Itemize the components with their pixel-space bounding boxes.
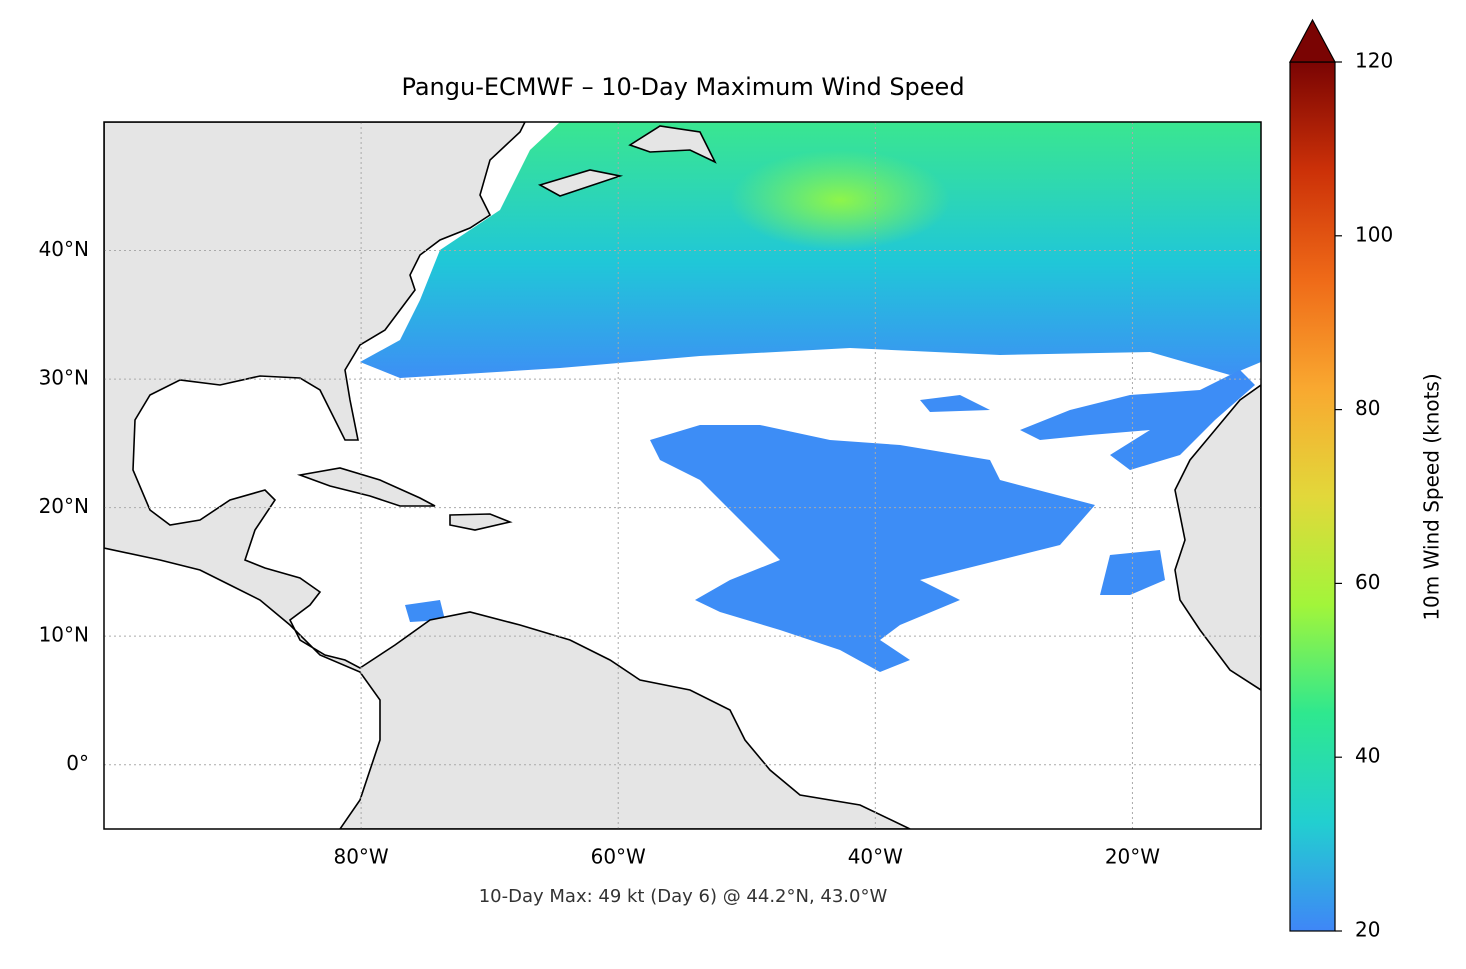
colorbar-tick-label: 100	[1355, 222, 1393, 246]
colorbar-tick-label: 80	[1355, 396, 1380, 420]
x-tick-label: 40°W	[848, 845, 903, 869]
wind-patch	[920, 395, 990, 412]
colorbar-label: 10m Wind Speed (knots)	[1420, 373, 1444, 620]
map-frame	[103, 121, 1262, 830]
wind-field-south	[650, 425, 1095, 672]
y-tick-label: 10°N	[39, 623, 89, 647]
x-tick-label: 80°W	[333, 845, 388, 869]
land-newfoundland	[628, 125, 717, 164]
wind-patch	[405, 600, 445, 622]
x-tick-label: 20°W	[1105, 845, 1160, 869]
wind-patch	[1020, 370, 1255, 470]
y-tick-label: 40°N	[39, 237, 89, 261]
land-africa	[1174, 384, 1261, 691]
wind-max-area	[730, 150, 950, 250]
y-tick-label: 20°N	[39, 494, 89, 518]
land-hispaniola	[449, 513, 513, 531]
colorbar	[1289, 61, 1336, 932]
annotation: 10-Day Max: 49 kt (Day 6) @ 44.2°N, 43.0…	[479, 886, 888, 907]
x-tick-label: 60°W	[591, 845, 646, 869]
land-nova-scotia	[537, 169, 624, 197]
land-cuba	[296, 467, 436, 507]
colorbar-tick-label: 40	[1355, 744, 1380, 768]
land-americas	[104, 122, 911, 829]
map-area	[104, 122, 1261, 829]
y-tick-label: 30°N	[39, 366, 89, 390]
colorbar-tick-label: 60	[1355, 570, 1380, 594]
colorbar-extension	[1288, 18, 1337, 63]
colorbar-tick-label: 120	[1355, 49, 1393, 73]
colorbar-tick-label: 20	[1355, 918, 1380, 942]
y-tick-label: 0°	[66, 751, 89, 775]
chart-title: Pangu-ECMWF – 10-Day Maximum Wind Speed	[401, 73, 964, 101]
